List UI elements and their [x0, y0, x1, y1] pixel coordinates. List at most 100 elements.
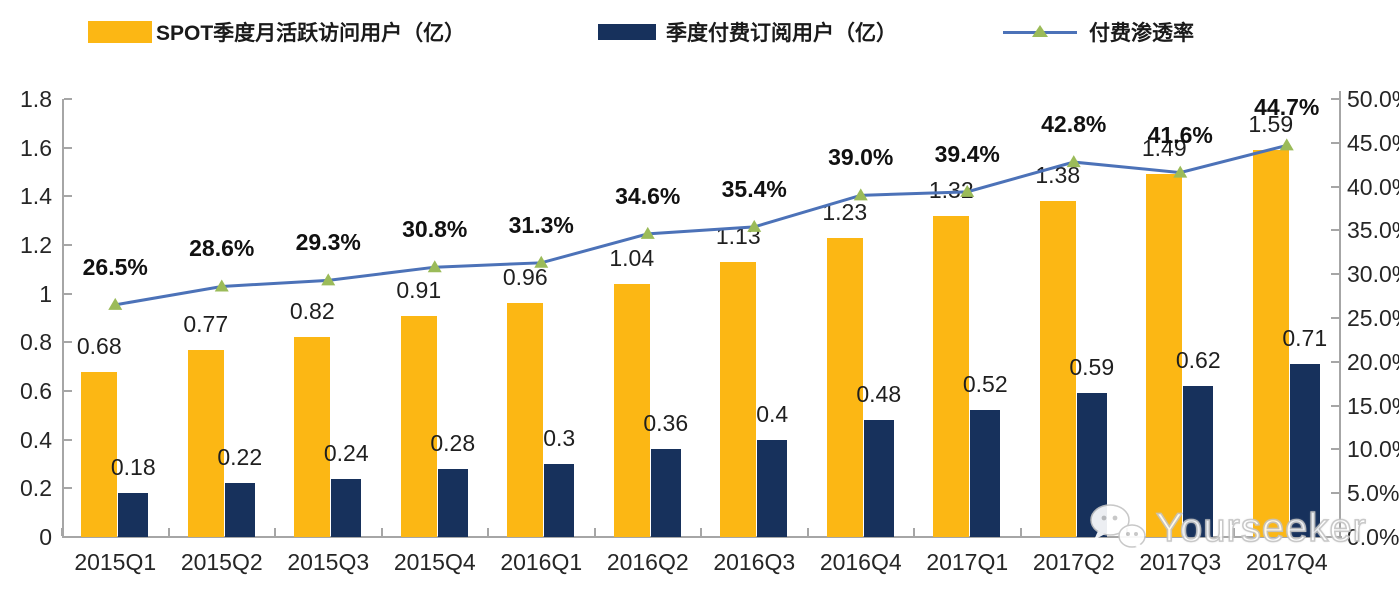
legend-item-mau: SPOT季度月活跃访问用户（亿） — [88, 18, 465, 46]
subscriber-bar-value-label: 0.52 — [962, 371, 1008, 398]
x-axis-tick — [1232, 528, 1235, 536]
x-axis-category-label: 2017Q2 — [1032, 549, 1115, 575]
subscriber-bar — [757, 439, 788, 537]
penetration-marker-icon — [108, 297, 123, 310]
watermark: Yourseeker — [1088, 500, 1367, 556]
right-axis-tick-label: 15.0% — [1347, 392, 1399, 419]
x-axis-category-label: 2016Q4 — [819, 549, 902, 575]
x-axis-category-label: 2015Q2 — [180, 549, 263, 575]
right-axis-tick — [1331, 273, 1339, 276]
x-axis-category-label: 2016Q1 — [500, 549, 583, 575]
right-axis-tick — [1331, 141, 1339, 144]
left-axis-tick — [64, 438, 72, 441]
x-axis-tick — [1019, 528, 1022, 536]
right-axis-tick-label: 50.0% — [1347, 86, 1399, 112]
subscriber-bar-value-label: 0.59 — [1069, 354, 1115, 381]
subscriber-bar — [331, 478, 362, 537]
subscriber-bar — [970, 410, 1001, 537]
penetration-marker-icon — [427, 260, 442, 273]
mau-bar-value-label: 1.13 — [715, 223, 761, 250]
legend-item-subscribers: 季度付费订阅用户（亿） — [598, 18, 897, 46]
left-axis-tick-label: 1.8 — [20, 86, 52, 112]
mau-bar — [400, 315, 437, 537]
subscriber-bar-value-label: 0.3 — [543, 425, 576, 451]
penetration-marker-icon — [640, 226, 655, 239]
mau-bar — [294, 337, 331, 537]
subscriber-bar-value-label: 0.36 — [643, 410, 689, 437]
right-axis-tick-label: 5.0% — [1347, 480, 1399, 507]
subscribers-legend-label: 季度付费订阅用户（亿） — [666, 22, 897, 45]
mau-bar — [613, 283, 650, 537]
mau-legend-swatch — [88, 21, 152, 43]
left-axis-tick — [64, 292, 72, 295]
triangle-marker-icon — [1032, 25, 1048, 37]
mau-bar — [507, 303, 544, 537]
right-axis-tick — [1331, 229, 1339, 232]
watermark-text: Yourseeker — [1155, 505, 1367, 551]
penetration-value-label: 34.6% — [615, 182, 681, 209]
right-axis-tick-label: 20.0% — [1347, 348, 1399, 375]
subscriber-bar-value-label: 0.22 — [217, 444, 263, 471]
x-axis-tick — [593, 528, 596, 536]
right-axis-tick — [1331, 185, 1339, 188]
right-axis-tick-label: 35.0% — [1347, 217, 1399, 244]
left-axis-tick-label: 0.4 — [20, 426, 52, 453]
left-axis-tick — [64, 341, 72, 344]
mau-legend-label: SPOT季度月活跃访问用户（亿） — [156, 22, 466, 45]
x-axis-category-label: 2016Q2 — [606, 549, 689, 575]
mau-bar-value-label: 0.96 — [502, 264, 548, 291]
x-axis-category-label: 2015Q3 — [287, 549, 370, 575]
x-axis-line — [62, 536, 1342, 538]
penetration-marker-icon — [1279, 138, 1294, 151]
x-axis-category-label: 2015Q1 — [74, 549, 157, 575]
right-axis-tick — [1331, 360, 1339, 363]
subscriber-bar-value-label: 0.24 — [323, 439, 369, 466]
penetration-value-label: 44.7% — [1254, 94, 1320, 121]
x-axis-tick — [380, 528, 383, 536]
mau-bar-value-label: 0.68 — [76, 332, 122, 359]
x-axis-tick — [1339, 528, 1341, 536]
right-axis-tick-label: 30.0% — [1347, 261, 1399, 288]
x-axis-category-label: 2016Q3 — [713, 549, 796, 575]
subscriber-bar-value-label: 0.28 — [430, 429, 476, 456]
x-axis-tick — [806, 528, 809, 536]
penetration-value-label: 39.4% — [934, 140, 1000, 167]
subscriber-bar — [544, 464, 575, 537]
subscriber-bar-value-label: 0.62 — [1175, 347, 1221, 374]
right-axis-line — [1339, 91, 1341, 537]
left-axis-tick-label: 0.8 — [20, 329, 52, 356]
penetration-legend-label: 付费渗透率 — [1089, 22, 1194, 45]
penetration-value-label: 29.3% — [295, 229, 361, 256]
left-axis-tick — [64, 390, 72, 392]
penetration-legend-swatch — [1003, 24, 1077, 40]
x-axis-tick — [700, 528, 702, 536]
left-axis-tick — [64, 487, 72, 490]
x-axis-category-label: 2017Q3 — [1139, 549, 1222, 575]
left-axis-tick-label: 0.6 — [20, 378, 52, 404]
left-axis-tick-label: 0 — [39, 524, 52, 550]
mau-bar — [187, 349, 224, 537]
penetration-value-label: 31.3% — [508, 211, 574, 238]
x-axis-tick — [913, 528, 915, 536]
x-axis-category-label: 2015Q4 — [393, 549, 476, 575]
wechat-icon — [1090, 504, 1146, 551]
right-axis-tick-label: 0.0% — [1347, 524, 1399, 550]
mau-bar-value-label: 1.59 — [1248, 111, 1294, 138]
penetration-marker-icon — [321, 273, 336, 286]
subscriber-bar — [437, 468, 468, 537]
mau-bar — [81, 371, 118, 537]
x-axis-category-label: 2017Q4 — [1245, 549, 1328, 575]
left-axis-tick-label: 1 — [39, 280, 52, 307]
subscriber-bar-value-label: 0.4 — [756, 400, 789, 427]
subscriber-bar-value-label: 0.71 — [1282, 325, 1328, 352]
penetration-value-label: 42.8% — [1041, 111, 1107, 138]
x-axis-tick — [274, 528, 276, 536]
subscriber-bar-value-label: 0.48 — [856, 381, 902, 408]
left-axis-tick-label: 0.2 — [20, 475, 52, 502]
mau-bar — [720, 262, 757, 537]
subscriber-bar — [650, 449, 681, 537]
mau-bar-value-label: 1.04 — [609, 244, 655, 271]
legend-item-penetration: 付费渗透率 — [1003, 18, 1194, 46]
mau-bar-value-label: 1.32 — [928, 176, 974, 203]
penetration-marker-icon — [214, 279, 229, 292]
